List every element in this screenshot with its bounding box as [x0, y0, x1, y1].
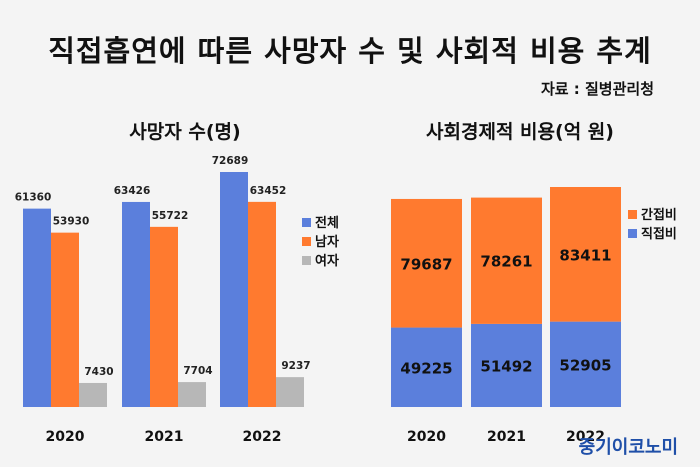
data-label-cost-indirect-2021: 78261 [480, 253, 532, 271]
legend-label-deaths-2: 여자 [315, 253, 339, 269]
bar-cost-direct-2020 [391, 327, 462, 407]
legend-swatch-cost-1 [628, 229, 637, 238]
data-label-cost-direct-2020: 49225 [400, 359, 452, 377]
data-label-deaths-2020-0: 61360 [15, 192, 52, 204]
data-label-cost-direct-2022: 52905 [559, 356, 611, 374]
data-label-deaths-2022-1: 63452 [250, 185, 287, 197]
bar-cost-direct-2021 [471, 323, 542, 407]
data-label-deaths-2020-2: 7430 [84, 366, 113, 378]
data-label-deaths-2021-1: 55722 [152, 210, 189, 222]
bar-deaths-2020-1 [51, 232, 79, 407]
bar-deaths-2021-2 [178, 382, 206, 407]
cost-chart-title: 사회경제적 비용(억 원) [426, 121, 614, 143]
legend-swatch-deaths-0 [302, 218, 311, 227]
legend-swatch-cost-0 [628, 210, 637, 219]
data-label-cost-indirect-2020: 79687 [400, 255, 452, 273]
x-tick-cost-2020: 2020 [407, 429, 446, 445]
data-label-deaths-2022-2: 9237 [281, 360, 310, 372]
bar-deaths-2021-1 [150, 226, 178, 407]
data-label-cost-direct-2021: 51492 [480, 357, 532, 375]
bar-deaths-2021-0 [122, 201, 150, 407]
data-label-deaths-2021-2: 7704 [183, 365, 212, 377]
legend-swatch-deaths-1 [302, 237, 311, 246]
bar-deaths-2020-0 [23, 208, 51, 407]
bar-deaths-2022-1 [248, 201, 276, 407]
x-tick-deaths-2022: 2022 [243, 429, 282, 445]
bar-cost-indirect-2020 [391, 198, 462, 328]
legend-label-cost-0: 간접비 [641, 207, 677, 223]
bar-cost-indirect-2021 [471, 197, 542, 324]
data-label-deaths-2022-0: 72689 [212, 155, 249, 167]
bar-cost-indirect-2022 [550, 187, 621, 322]
x-tick-deaths-2020: 2020 [46, 429, 85, 445]
bar-cost-direct-2022 [550, 321, 621, 407]
x-tick-cost-2022: 2022 [566, 429, 605, 445]
page-title: 직접흡연에 따른 사망자 수 및 사회적 비용 추계 [48, 34, 652, 68]
data-label-deaths-2020-1: 53930 [53, 216, 90, 228]
bar-deaths-2022-0 [220, 172, 248, 407]
legend-label-cost-1: 직접비 [641, 226, 677, 242]
data-label-deaths-2021-0: 63426 [114, 185, 151, 197]
watermark-logo: 중기이코노미 [578, 437, 678, 458]
data-label-cost-indirect-2022: 83411 [559, 246, 611, 264]
x-tick-deaths-2021: 2021 [145, 429, 184, 445]
x-tick-cost-2021: 2021 [487, 429, 526, 445]
bar-deaths-2022-2 [276, 377, 304, 407]
bar-deaths-2020-2 [79, 382, 107, 407]
legend-label-deaths-1: 남자 [315, 234, 339, 250]
source-note: 자료 : 질병관리청 [540, 80, 654, 98]
legend-label-deaths-0: 전체 [315, 215, 339, 231]
deaths-chart-title: 사망자 수(명) [129, 121, 241, 143]
legend-swatch-deaths-2 [302, 256, 311, 265]
